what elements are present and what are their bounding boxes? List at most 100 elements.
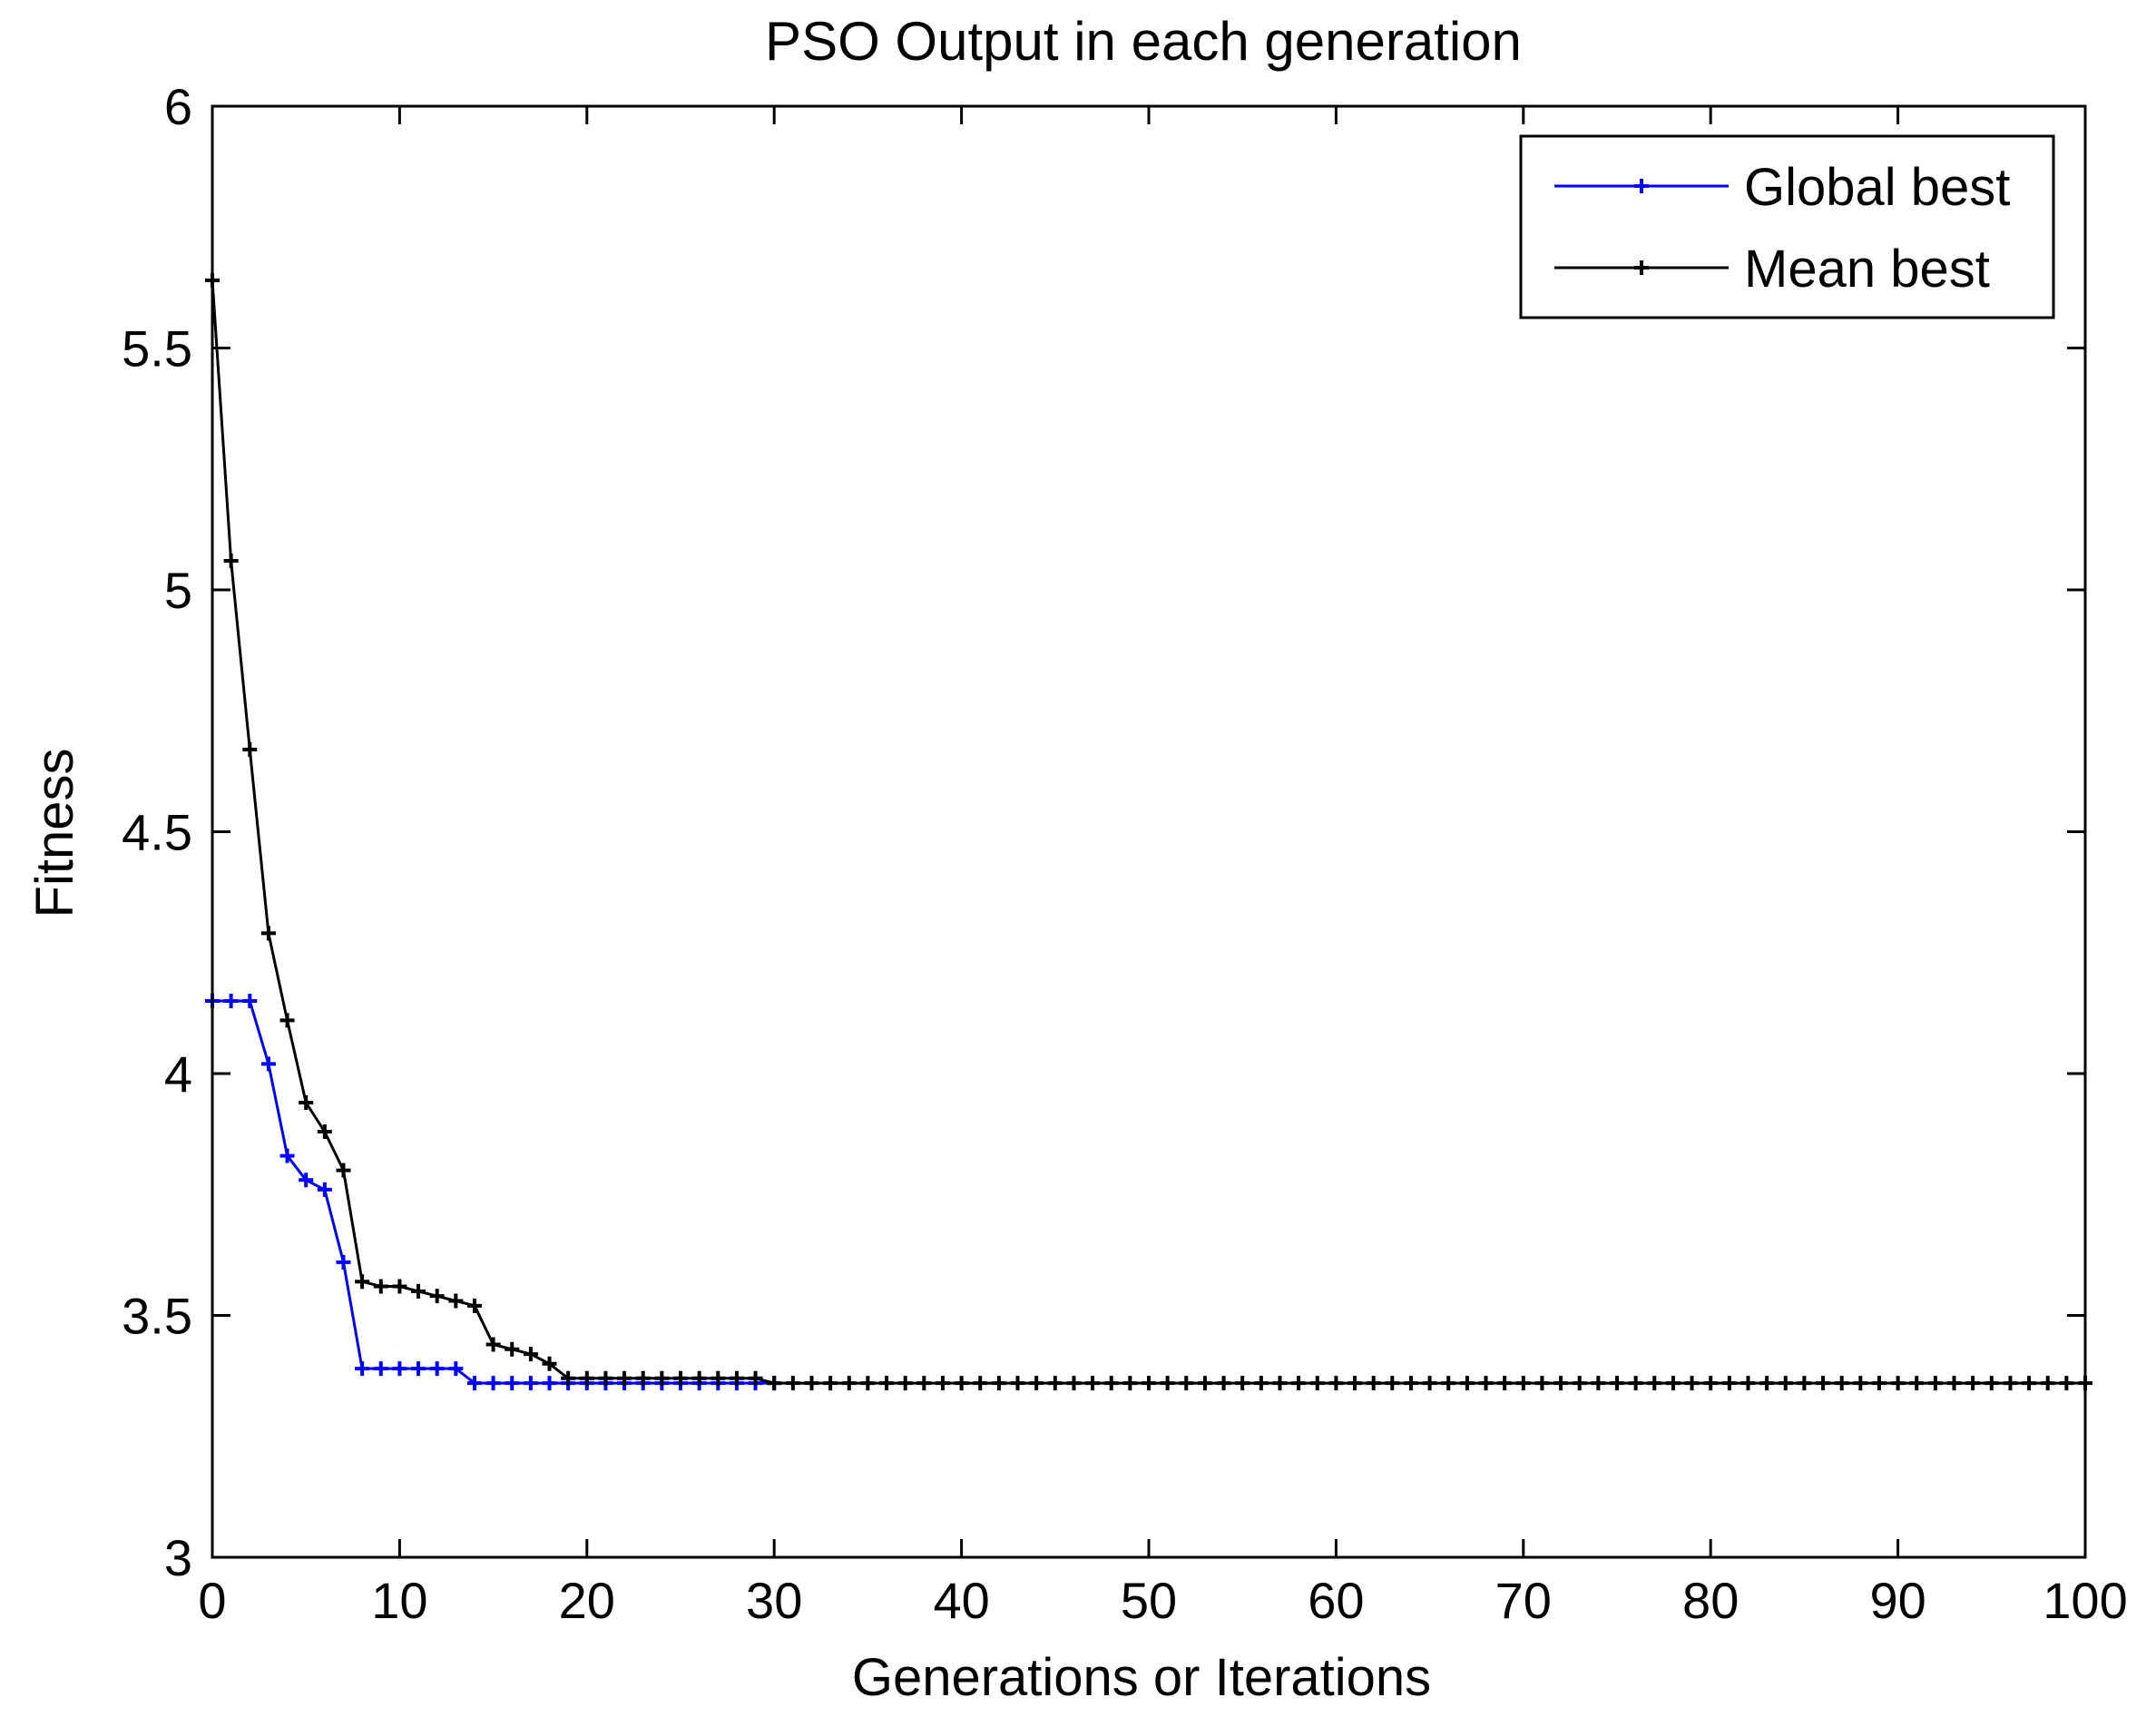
data-point-mean-best bbox=[317, 1123, 332, 1139]
data-point-mean-best bbox=[2022, 1376, 2037, 1391]
data-point-global-best bbox=[242, 994, 258, 1009]
data-point-mean-best bbox=[1816, 1376, 1831, 1391]
x-tick-label: 60 bbox=[1308, 1572, 1364, 1629]
data-point-mean-best bbox=[242, 741, 258, 757]
y-tick-label: 3.5 bbox=[122, 1288, 192, 1345]
data-point-mean-best bbox=[673, 1370, 688, 1386]
data-point-mean-best bbox=[485, 1337, 501, 1352]
data-point-mean-best bbox=[466, 1298, 482, 1313]
data-point-mean-best bbox=[1197, 1376, 1212, 1391]
data-point-mean-best bbox=[355, 1274, 370, 1290]
data-point-mean-best bbox=[1703, 1376, 1719, 1391]
data-point-mean-best bbox=[1834, 1376, 1849, 1391]
y-tick-labels: 3 3.5 4 4.5 5 5.5 6 bbox=[122, 78, 192, 1586]
data-point-mean-best bbox=[954, 1376, 969, 1391]
data-point-mean-best bbox=[429, 1289, 445, 1304]
data-point-mean-best bbox=[654, 1370, 670, 1386]
data-point-mean-best bbox=[1235, 1376, 1250, 1391]
data-point-global-best bbox=[392, 1361, 407, 1377]
data-point-mean-best bbox=[617, 1370, 632, 1386]
data-point-mean-best bbox=[1160, 1376, 1175, 1391]
data-point-mean-best bbox=[767, 1376, 782, 1391]
data-point-mean-best bbox=[1010, 1376, 1025, 1391]
data-point-mean-best bbox=[1441, 1376, 1456, 1391]
data-point-mean-best bbox=[804, 1376, 819, 1391]
data-point-mean-best bbox=[1647, 1376, 1662, 1391]
data-point-mean-best bbox=[1291, 1376, 1307, 1391]
data-point-mean-best bbox=[1103, 1376, 1119, 1391]
x-tick-label: 10 bbox=[371, 1572, 427, 1629]
data-point-mean-best bbox=[2040, 1376, 2055, 1391]
data-point-mean-best bbox=[1216, 1376, 1231, 1391]
data-point-mean-best bbox=[1534, 1376, 1550, 1391]
y-tick-label: 4.5 bbox=[122, 804, 192, 861]
data-point-mean-best bbox=[1029, 1376, 1044, 1391]
data-point-mean-best bbox=[1142, 1376, 1156, 1391]
data-point-mean-best bbox=[916, 1376, 932, 1391]
data-point-global-best bbox=[355, 1361, 370, 1377]
data-point-global-best bbox=[279, 1148, 295, 1163]
data-point-mean-best bbox=[1927, 1376, 1943, 1391]
legend-box bbox=[1519, 134, 2055, 319]
data-point-mean-best bbox=[1253, 1376, 1269, 1391]
data-point-mean-best bbox=[1759, 1376, 1775, 1391]
data-point-mean-best bbox=[1628, 1376, 1643, 1391]
data-point-mean-best bbox=[336, 1163, 351, 1178]
data-point-mean-best bbox=[748, 1370, 763, 1386]
data-point-mean-best bbox=[691, 1370, 707, 1386]
data-point-mean-best bbox=[1385, 1376, 1400, 1391]
data-point-mean-best bbox=[1984, 1376, 1999, 1391]
x-tick-label: 70 bbox=[1495, 1572, 1552, 1629]
data-point-mean-best bbox=[279, 1013, 295, 1028]
plot-area bbox=[212, 106, 2085, 1557]
data-point-mean-best bbox=[860, 1376, 876, 1391]
data-point-mean-best bbox=[260, 926, 276, 941]
data-point-mean-best bbox=[1778, 1376, 1793, 1391]
data-point-mean-best bbox=[1591, 1376, 1606, 1391]
chart-title: PSO Output in each generation bbox=[765, 11, 1522, 72]
legend-mean-best-label: Mean best bbox=[1744, 240, 1990, 299]
data-point-mean-best bbox=[1179, 1376, 1194, 1391]
data-point-mean-best bbox=[1328, 1376, 1344, 1391]
data-point-mean-best bbox=[505, 1341, 520, 1357]
data-point-mean-best bbox=[710, 1370, 726, 1386]
data-point-global-best bbox=[505, 1376, 520, 1391]
data-point-mean-best bbox=[523, 1347, 538, 1362]
data-point-mean-best bbox=[1122, 1376, 1138, 1391]
data-point-mean-best bbox=[935, 1376, 950, 1391]
plot-frame bbox=[211, 104, 2087, 1559]
x-tick-label: 40 bbox=[933, 1572, 989, 1629]
data-point-mean-best bbox=[823, 1376, 838, 1391]
data-point-mean-best bbox=[1478, 1376, 1494, 1391]
data-point-mean-best bbox=[2003, 1376, 2018, 1391]
data-point-mean-best bbox=[1309, 1376, 1325, 1391]
data-point-mean-best bbox=[448, 1293, 464, 1309]
data-point-global-best bbox=[466, 1376, 482, 1391]
data-point-mean-best bbox=[1610, 1376, 1624, 1391]
data-point-global-best bbox=[485, 1376, 501, 1391]
data-point-mean-best bbox=[598, 1370, 613, 1386]
data-point-mean-best bbox=[1403, 1376, 1418, 1391]
data-point-mean-best bbox=[841, 1376, 857, 1391]
data-point-mean-best bbox=[411, 1283, 426, 1299]
data-point-mean-best bbox=[1871, 1376, 1886, 1391]
legend-global-best-marker bbox=[1634, 179, 1649, 193]
data-point-global-best bbox=[223, 994, 239, 1009]
data-point-mean-best bbox=[1946, 1376, 1962, 1391]
data-point-mean-best bbox=[1515, 1376, 1531, 1391]
data-point-global-best bbox=[336, 1254, 351, 1270]
data-point-mean-best bbox=[1459, 1376, 1475, 1391]
data-point-mean-best bbox=[1721, 1376, 1737, 1391]
data-point-mean-best bbox=[1348, 1376, 1363, 1391]
y-tick-label: 3 bbox=[164, 1529, 192, 1586]
x-tick-label: 50 bbox=[1121, 1572, 1177, 1629]
data-point-mean-best bbox=[579, 1370, 594, 1386]
data-point-mean-best bbox=[1272, 1376, 1288, 1391]
data-point-mean-best bbox=[1909, 1376, 1925, 1391]
data-point-global-best bbox=[523, 1376, 538, 1391]
data-point-mean-best bbox=[1422, 1376, 1437, 1391]
y-tick-label: 5.5 bbox=[122, 320, 192, 378]
x-tick-label: 80 bbox=[1682, 1572, 1739, 1629]
data-point-mean-best bbox=[1797, 1376, 1812, 1391]
data-point-mean-best bbox=[1366, 1376, 1381, 1391]
